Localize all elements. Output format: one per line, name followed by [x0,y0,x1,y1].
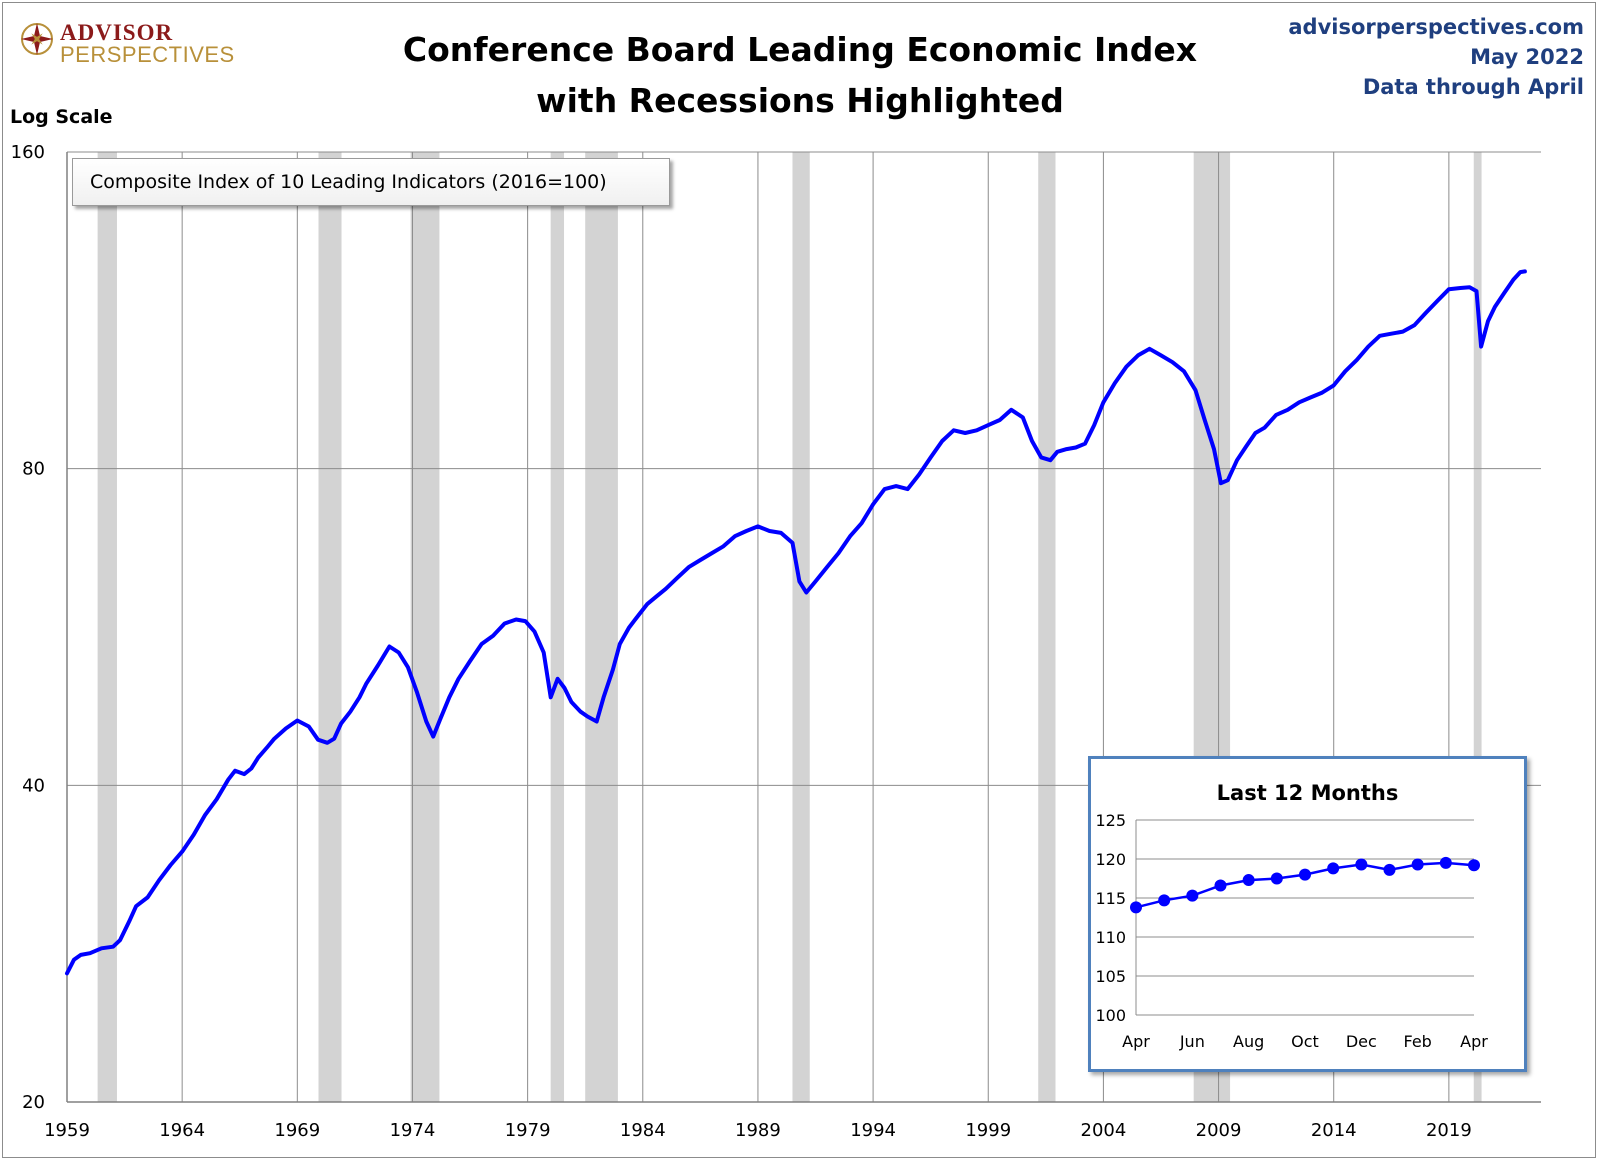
axes [66,152,1541,1103]
inset-y-tick-label: 105 [1095,967,1126,986]
x-tick-label: 2014 [1311,1120,1357,1141]
recession-band [410,152,440,1102]
x-tick-label: 1969 [274,1120,320,1141]
x-tick-label: 1964 [159,1120,205,1141]
inset-data-point [1327,862,1340,875]
recession-band [1038,152,1056,1102]
x-tick-label: 1994 [850,1120,896,1141]
chart-title: Conference Board Leading Economic Index … [340,24,1260,126]
x-tick-label: 2009 [1196,1120,1242,1141]
inset-data-point [1186,889,1199,902]
inset-data-point [1468,859,1480,872]
recession-band [585,152,618,1102]
x-tick-label: 1999 [965,1120,1011,1141]
inset-data-point [1242,874,1255,887]
x-tick-label: 1979 [505,1120,551,1141]
y-tick-label: 40 [22,775,45,796]
inset-data-point [1439,856,1452,869]
x-tick-label: 2019 [1426,1120,1472,1141]
lei-series-line [65,269,1527,976]
inset-y-tick-label: 115 [1095,889,1126,908]
inset-x-tick-label: Jun [1179,1032,1205,1051]
inset-chart-box: Last 12 Months 100 105 110 115 120 125 Apr Jun A… [1088,756,1527,1072]
inset-chart: 100 105 110 115 120 125 Apr Jun Aug Oct Dec Feb Apr [1095,811,1488,1051]
inset-x-tick-label: Dec [1346,1032,1377,1051]
x-tick-label: 1974 [390,1120,436,1141]
legend-box: Composite Index of 10 Leading Indicators… [72,158,670,206]
inset-grid-lines [1135,819,1474,1016]
recession-band [97,152,117,1102]
inset-y-tick-label: 120 [1095,850,1126,869]
inset-x-tick-label: Apr [1460,1032,1488,1051]
inset-data-point [1411,858,1424,871]
inset-title: Last 12 Months [1216,781,1399,805]
logo-line2: PERSPECTIVES [60,42,235,67]
chart-title-line1: Conference Board Leading Economic Index [402,30,1198,69]
inset-series [1130,856,1480,914]
inset-x-tick-label: Oct [1291,1032,1319,1051]
y-axis-label: Log Scale [10,106,113,128]
recession-band [1473,152,1482,1102]
source-date: May 2022 [1470,45,1584,69]
source-note: Data through April [1362,75,1584,99]
inset-x-tick-label: Aug [1233,1032,1264,1051]
inset-data-point [1214,879,1227,892]
recession-band [792,152,810,1102]
recession-band [318,152,342,1102]
inset-x-tick-label: Apr [1122,1032,1150,1051]
logo-line1: ADVISOR [60,20,174,45]
source-site[interactable]: advisorperspectives.com [1288,15,1584,39]
inset-data-point [1355,858,1368,871]
x-tick-label: 1989 [735,1120,781,1141]
inset-data-point [1299,868,1311,881]
inset-tick-labels: 100 105 110 115 120 125 Apr Jun Aug Oct Dec Feb Apr [1095,811,1488,1051]
y-tick-label: 20 [22,1092,45,1113]
inset-data-point [1270,872,1283,885]
inset-data-point [1158,894,1171,907]
compass-rose-icon [21,23,53,55]
inset-x-tick-label: Feb [1404,1032,1432,1051]
inset-y-tick-label: 125 [1095,811,1126,830]
x-tick-label: 1984 [620,1120,666,1141]
grid-lines [66,151,1541,1103]
recession-band [550,152,565,1102]
chart-title-line2: with Recessions Highlighted [536,81,1064,120]
inset-y-tick-label: 100 [1095,1006,1126,1025]
x-tick-label: 2004 [1081,1120,1127,1141]
inset-data-point [1130,901,1142,914]
tick-labels: 20 40 80 160 1959 1964 1969 1974 1979 1984 1989 199… [11,142,1472,1141]
legend-label: Composite Index of 10 Leading Indicators… [90,171,607,193]
advisor-perspectives-logo: ADVISOR PERSPECTIVES [20,20,250,70]
inset-data-point [1383,863,1396,876]
series-lines [65,269,1527,976]
source-block: advisorperspectives.com May 2022 Data th… [1288,12,1584,102]
x-tick-label: 1959 [44,1120,90,1141]
y-tick-label: 160 [11,142,45,163]
y-tick-label: 80 [22,459,45,480]
inset-y-tick-label: 110 [1095,928,1126,947]
